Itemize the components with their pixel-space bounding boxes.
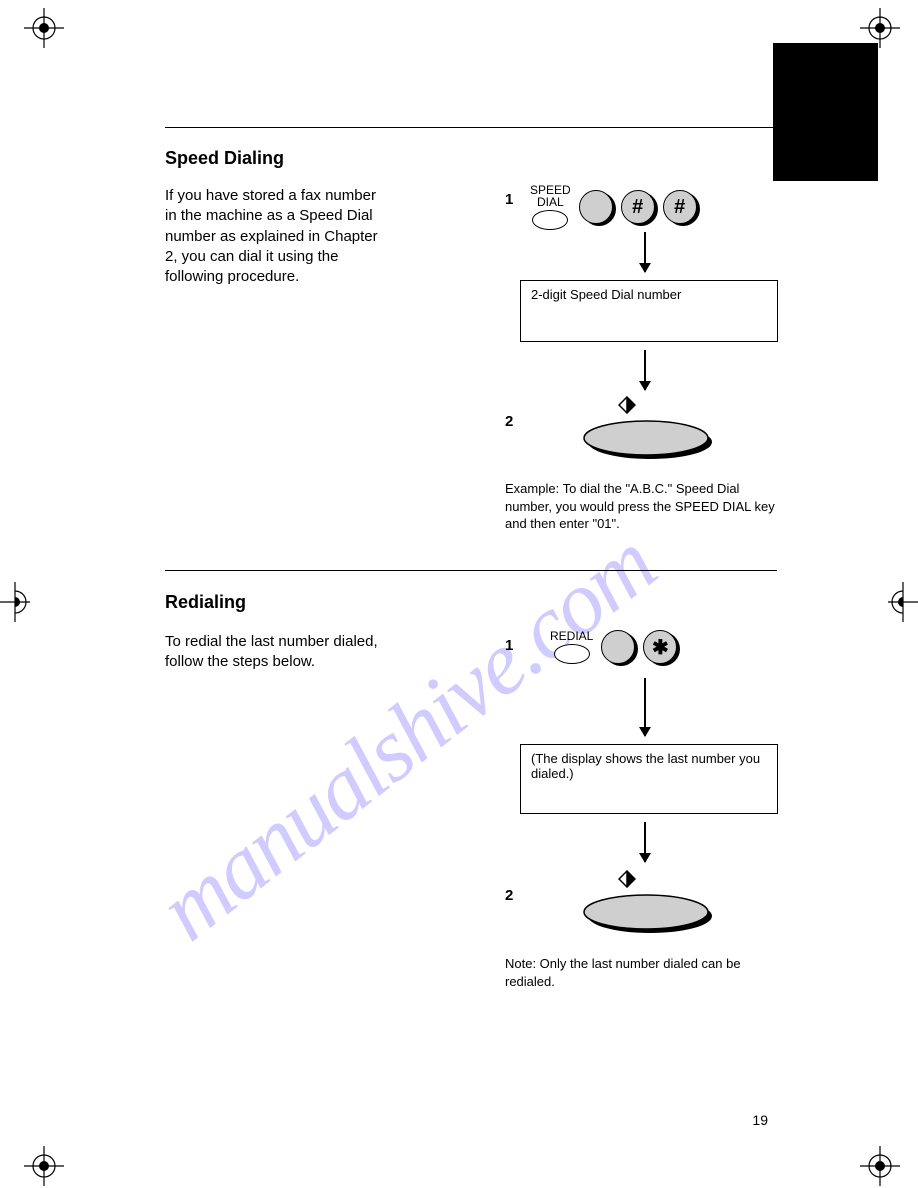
speed-dial-key-icon [532,210,568,230]
s2-arrow1 [644,678,646,736]
s1-line3: number as explained in Chapter [165,228,378,245]
s2-arrow2 [644,822,646,862]
s1-step2-label: 2 [505,412,513,432]
s2-note: Note: Only the last number dialed can be… [505,955,780,990]
s2-key-blank-icon [601,630,635,664]
section2-left-text: To redial the last number dialed, follow… [165,632,493,673]
start-button-icon [576,414,716,462]
key-blank-icon [579,190,613,224]
crop-mark-tl [24,8,58,42]
s2-button-row: REDIAL ✱ [550,630,677,664]
s1-line5: following procedure. [165,268,299,285]
s1-arrow2 [644,350,646,390]
key-hash-2-icon: # [663,190,697,224]
s1-line2: in the machine as a Speed Dial [165,207,373,224]
side-mark-right [888,572,918,637]
s1-speed-label: SPEEDDIAL [530,184,571,208]
redial-key-icon [554,644,590,664]
s2-redial-label: REDIAL [550,630,593,642]
section2-title: Redialing [165,592,246,613]
crop-mark-bl [24,1146,58,1180]
s1-step1-label: 1 [505,190,513,210]
s2-step1-label: 1 [505,636,513,656]
s1-button-row: SPEEDDIAL # # [530,184,697,230]
s2-line1: To redial the last number dialed, [165,633,378,650]
page-number: 19 [752,1112,768,1128]
side-mark-left [0,572,30,637]
s2-start-button-icon [576,888,716,936]
section1-rule [165,127,777,128]
crop-mark-tr [860,8,894,42]
s1-note: Example: To dial the "A.B.C." Speed Dial… [505,480,780,533]
s1-arrow1 [644,232,646,272]
key-hash-1-icon: # [621,190,655,224]
s2-dial-box: (The display shows the last number you d… [520,744,778,814]
section1-title: Speed Dialing [165,148,284,169]
thumb-tab [773,43,878,181]
crop-mark-br [860,1146,894,1180]
s2-key-star-icon: ✱ [643,630,677,664]
page: manualshive.com [0,0,918,1188]
s1-dial-box: 2-digit Speed Dial number [520,280,778,342]
section2-rule [165,570,777,571]
s1-line4: 2, you can dial it using the [165,248,338,265]
s2-step2-label: 2 [505,886,513,906]
s2-line2: follow the steps below. [165,653,315,670]
section1-left-text: If you have stored a fax number in the m… [165,186,493,287]
s2-dial-text: (The display shows the last number you d… [531,751,760,781]
s1-dial-text: 2-digit Speed Dial number [531,287,681,302]
s1-line1: If you have stored a fax number [165,187,376,204]
